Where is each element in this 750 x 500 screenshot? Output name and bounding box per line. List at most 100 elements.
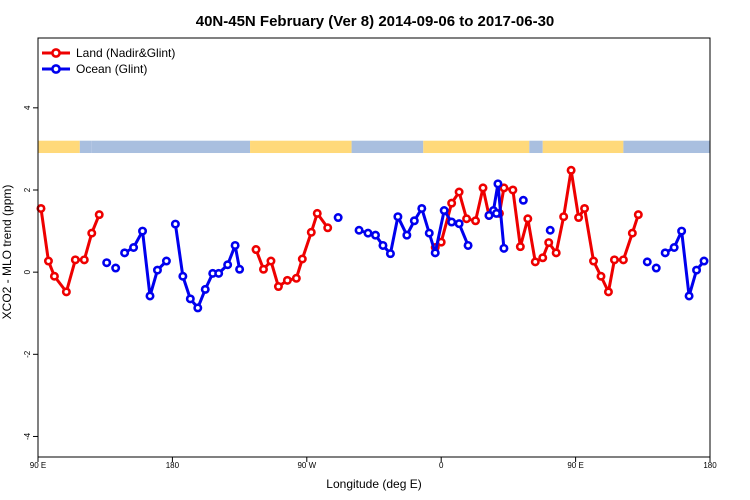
data-point <box>43 256 53 266</box>
data-point <box>258 264 268 274</box>
data-point <box>609 255 619 265</box>
series-line <box>39 208 101 294</box>
legend: Land (Nadir&Glint) Ocean (Glint) <box>42 46 175 76</box>
strip-segment-land <box>38 140 80 154</box>
data-point <box>447 217 457 227</box>
y-tick-label: 4 <box>23 105 32 110</box>
data-point <box>642 257 652 267</box>
series-line <box>123 229 168 298</box>
data-point <box>493 179 503 189</box>
x-tick-label: 90 W <box>297 461 316 470</box>
data-point <box>409 216 419 226</box>
strip-segment-land <box>250 140 352 154</box>
data-point <box>544 238 554 248</box>
x-tick-label: 90 E <box>30 461 46 470</box>
data-point <box>699 256 709 266</box>
data-point <box>651 263 661 273</box>
series-line <box>173 223 242 310</box>
chart-title: 40N-45N February (Ver 8) 2014-09-06 to 2… <box>196 13 555 30</box>
data-point <box>200 284 210 294</box>
data-point <box>393 212 403 222</box>
data-point <box>230 240 240 250</box>
data-point <box>61 287 71 297</box>
strip-segment-ocean <box>623 140 710 154</box>
data-point <box>692 265 702 275</box>
data-point <box>129 243 139 253</box>
x-axis: 90 E 180 90 W 0 90 E 180 <box>30 457 717 470</box>
data-point <box>354 225 364 235</box>
strip-segment-ocean <box>351 140 424 154</box>
legend-swatch-point <box>51 64 61 74</box>
y-axis-label: XCO2 - MLO trend (ppm) <box>0 185 14 320</box>
data-point <box>49 271 59 281</box>
data-point <box>515 242 525 252</box>
data-point <box>152 265 162 275</box>
plot-frame <box>37 37 711 458</box>
series-land <box>36 165 643 297</box>
x-axis-label: Longitude (deg E) <box>326 477 421 491</box>
data-point <box>580 203 590 213</box>
data-point <box>508 185 518 195</box>
data-point <box>306 227 316 237</box>
x-tick-label: 180 <box>166 461 180 470</box>
data-point <box>370 230 380 240</box>
data-point <box>102 258 112 268</box>
data-point <box>484 210 494 220</box>
data-point <box>266 256 276 266</box>
data-point <box>566 165 576 175</box>
data-point <box>684 291 694 301</box>
data-point <box>559 212 569 222</box>
data-point <box>499 183 509 193</box>
data-point <box>603 287 613 297</box>
data-point <box>312 208 322 218</box>
data-point <box>454 187 464 197</box>
data-point <box>618 255 628 265</box>
data-point <box>589 256 599 266</box>
data-point <box>417 203 427 213</box>
data-point <box>491 208 501 218</box>
data-point <box>402 230 412 240</box>
legend-label: Ocean (Glint) <box>76 62 147 76</box>
data-point <box>273 282 283 292</box>
y-tick-label: 0 <box>23 269 32 274</box>
y-axis: -4 -2 0 2 4 <box>23 105 38 440</box>
data-point <box>596 271 606 281</box>
data-point <box>478 183 488 193</box>
x-tick-label: 180 <box>703 461 717 470</box>
data-point <box>297 254 307 264</box>
series-line <box>664 229 706 298</box>
data-point <box>79 255 89 265</box>
data-point <box>111 263 121 273</box>
data-point <box>193 303 203 313</box>
data-point <box>235 264 245 274</box>
strip-segment-land <box>423 140 530 154</box>
data-point <box>120 248 130 258</box>
data-point <box>70 255 80 265</box>
y-tick-label: -2 <box>23 350 32 358</box>
data-point <box>530 257 540 267</box>
series-ocean <box>102 179 709 313</box>
land-ocean-strip <box>38 140 710 154</box>
data-point <box>178 271 188 281</box>
data-point <box>518 195 528 205</box>
strip-segment-ocean <box>529 140 543 154</box>
strip-segment-land <box>542 140 624 154</box>
data-point <box>660 248 670 258</box>
data-point <box>424 228 434 238</box>
data-point <box>538 253 548 263</box>
data-point <box>430 248 440 258</box>
data-point <box>669 243 679 253</box>
data-point <box>677 226 687 236</box>
x-tick-label: 0 <box>439 461 444 470</box>
data-point <box>323 223 333 233</box>
data-point <box>251 245 261 255</box>
legend-swatch-point <box>51 48 61 58</box>
data-point <box>333 213 343 223</box>
series-line <box>254 211 329 289</box>
data-point <box>145 291 155 301</box>
series-layer <box>36 165 709 313</box>
x-tick-label: 90 E <box>567 461 583 470</box>
data-point <box>447 198 457 208</box>
data-point <box>363 228 373 238</box>
